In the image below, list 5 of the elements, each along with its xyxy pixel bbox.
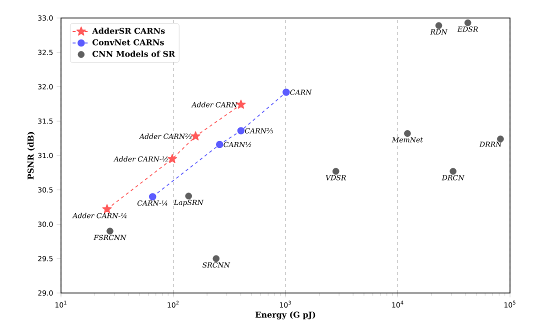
legend-label: ConvNet CARNs bbox=[92, 39, 164, 46]
x-axis-title: Energy (G pJ) bbox=[255, 312, 316, 320]
legend-label: AdderSR CARNs bbox=[92, 28, 165, 34]
y-axis-title: PSNR (dB) bbox=[27, 132, 35, 180]
legend-label: CNN Models of SR bbox=[92, 50, 176, 57]
